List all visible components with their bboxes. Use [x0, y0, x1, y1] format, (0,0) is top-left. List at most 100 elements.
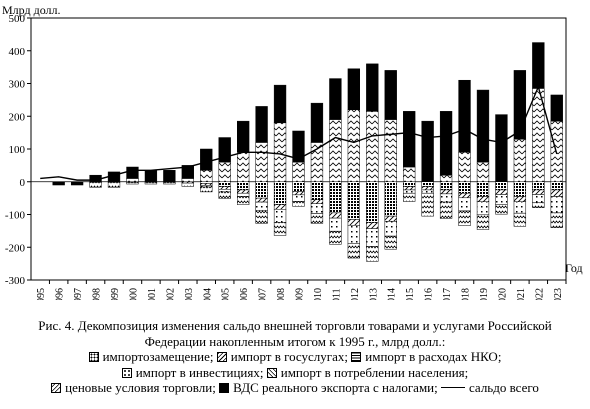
bar-inv_import-2020 [495, 194, 508, 205]
bar-cons_import-2013 [366, 246, 379, 262]
bar-inv_import-2023 [550, 196, 563, 214]
bar-import_sub-2020 [495, 181, 508, 191]
bar-inv_import-2007 [255, 201, 268, 211]
bar-gdp-2022 [532, 42, 545, 89]
legend-sep: ; [259, 364, 264, 380]
bar-import_sub-2016 [421, 181, 434, 187]
x-tick-label: 2004 [202, 288, 213, 300]
legend-swatch-inv-import [121, 367, 132, 378]
x-tick-label: 2019 [479, 288, 490, 300]
y-tick-label: 400 [9, 46, 26, 58]
bar-cons_import-2002 [163, 182, 176, 185]
x-tick-label: 2006 [239, 288, 250, 300]
bar-gov_import-2021 [513, 196, 527, 202]
bar-gov_import-2013 [366, 222, 379, 229]
bar-gdp-1997 [70, 181, 84, 186]
bar-inv_import-2005 [218, 189, 231, 193]
x-tick-label: 2016 [424, 288, 435, 300]
x-tick-label: 2009 [295, 288, 306, 300]
bar-price-2011 [329, 119, 342, 182]
bar-gdp-2017 [439, 111, 453, 176]
bar-cons_import-1999 [107, 182, 121, 188]
legend-swatch-price [51, 383, 62, 393]
bar-cons_import-2016 [421, 192, 434, 217]
legend-label-total: сальдо всего [469, 380, 539, 395]
x-tick-label: 2021 [516, 288, 527, 300]
bar-gov_import-2018 [458, 192, 471, 199]
bar-gov_import-2010 [310, 199, 324, 204]
x-tick-label: 2023 [553, 288, 564, 300]
y-tick-label: 0 [20, 177, 26, 189]
y-tick-label: -300 [5, 275, 26, 287]
bar-gdp-2018 [458, 79, 471, 153]
legend-sep: ; [344, 349, 349, 364]
x-tick-label: 2007 [258, 288, 269, 300]
y-tick-label: 200 [9, 111, 26, 123]
x-tick-label: 1998 [92, 288, 103, 300]
bar-gov_import-2015 [403, 186, 416, 191]
bar-gdp-2004 [200, 148, 213, 171]
bar-price-2017 [439, 174, 453, 182]
bar-import_sub-2014 [384, 181, 397, 217]
bar-gov_import-2017 [439, 189, 453, 195]
bar-inv_import-2012 [347, 225, 360, 244]
bar-import_sub-2010 [310, 181, 324, 201]
bar-cons_import-2022 [532, 202, 545, 208]
bar-gov_import-2005 [218, 186, 231, 190]
x-tick-label: 1995 [36, 288, 47, 300]
bar-price-2019 [476, 161, 490, 183]
bar-inv_import-2016 [421, 189, 434, 194]
bar-cons_import-2021 [513, 212, 527, 227]
bar-gdp-2016 [421, 120, 434, 182]
bar-cons_import-2017 [439, 201, 453, 219]
bar-import_sub-2017 [439, 181, 453, 191]
bar-gov_import-2016 [421, 186, 434, 191]
bar-gov_import-2020 [495, 189, 508, 195]
bar-price-2014 [384, 119, 397, 182]
bar-gdp-2003 [181, 165, 194, 179]
bar-import_sub-2022 [532, 181, 545, 191]
bar-gov_import-2007 [255, 197, 268, 203]
bar-gdp-2009 [292, 130, 305, 163]
y-tick-label: -100 [5, 210, 26, 222]
x-tick-label: 2020 [497, 288, 508, 300]
bar-import_sub-2007 [255, 181, 268, 199]
bar-gov_import-2008 [273, 204, 287, 210]
bar-gov_import-2022 [532, 189, 545, 195]
bar-gdp-2008 [273, 84, 287, 124]
x-tick-label: 2008 [276, 288, 287, 300]
bar-inv_import-2010 [310, 203, 324, 214]
bar-import_sub-2013 [366, 181, 379, 223]
bar-cons_import-2001 [144, 182, 158, 185]
legend-label-inv-import: импорт в инвестициях [135, 364, 260, 380]
caption-line-1: Рис. 4. Декомпозиция изменения сальдо вн… [38, 318, 552, 333]
bar-cons_import-2015 [403, 192, 416, 202]
bar-cons_import-2007 [255, 209, 268, 224]
bar-inv_import-2021 [513, 201, 527, 214]
bar-gdp-2021 [513, 70, 527, 140]
bar-cons_import-2019 [476, 214, 490, 230]
bar-cons_import-2008 [273, 222, 287, 236]
bar-cons_import-2011 [329, 230, 342, 245]
bar-gdp-2012 [347, 68, 360, 110]
y-tick-label: 500 [9, 13, 26, 25]
bars [52, 42, 563, 262]
bar-cons_import-1998 [89, 182, 102, 188]
legend-sep: ; [434, 380, 438, 395]
x-tick-label: 2003 [184, 288, 195, 300]
bar-gdp-1996 [52, 181, 65, 186]
bar-import_sub-2021 [513, 181, 527, 197]
bar-cons_import-2020 [495, 204, 508, 215]
legend-swatch-gov-import [216, 352, 227, 362]
y-tick-label: 100 [9, 144, 26, 156]
bar-cons_import-2003 [181, 182, 194, 187]
bar-cons_import-2023 [550, 212, 563, 228]
legend-swatch-gdp [219, 383, 230, 393]
bar-import_sub-2009 [292, 181, 305, 192]
x-axis-title: Год [565, 261, 583, 275]
y-axis-title: Млрд долл. [2, 3, 61, 17]
decomposition-chart: -300 -200 -100 0 100 200 300 400 500 1995 1996 1997… [2, 3, 583, 300]
legend-row-2: импорт в инвестициях; импорт в потреблен… [0, 365, 590, 381]
bar-gdp-2005 [218, 137, 231, 163]
bar-inv_import-2008 [273, 209, 287, 223]
